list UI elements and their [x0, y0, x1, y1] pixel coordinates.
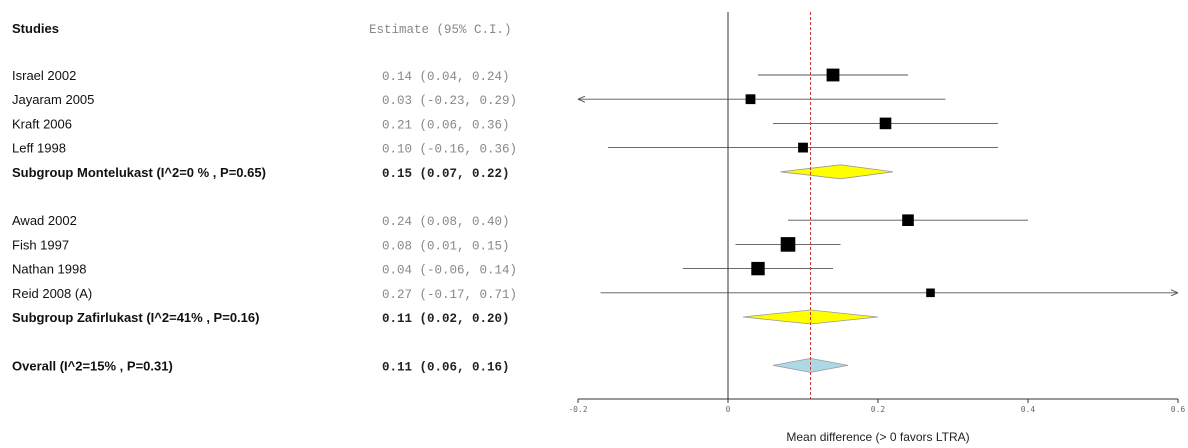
subgroup-row: Subgroup Zafirlukast (I^2=41% , P=0.16) 0…	[12, 309, 879, 326]
row-estimate: 0.24 (0.08, 0.40)	[382, 215, 510, 229]
row-label: Kraft 2006	[12, 116, 72, 131]
ci-arrow-right	[1170, 289, 1179, 297]
row-estimate: 0.11 (0.06, 0.16)	[382, 360, 510, 374]
study-row: Awad 2002 0.24 (0.08, 0.40)	[12, 213, 1028, 229]
row-label: Overall (I^2=15% , P=0.31)	[12, 358, 173, 373]
x-tick-label: -0.2	[568, 405, 587, 414]
effect-square	[751, 261, 765, 276]
row-label: Leff 1998	[12, 141, 66, 156]
row-estimate: 0.08 (0.01, 0.15)	[382, 239, 510, 253]
row-label: Fish 1997	[12, 237, 69, 252]
effect-square	[745, 94, 756, 105]
study-row: Fish 1997 0.08 (0.01, 0.15)	[12, 237, 841, 253]
study-row: Reid 2008 (A) 0.27 (-0.17, 0.71)	[12, 286, 1179, 302]
row-label: Israel 2002	[12, 68, 76, 83]
row-label: Jayaram 2005	[12, 92, 94, 107]
row-estimate: 0.03 (-0.23, 0.29)	[382, 94, 517, 108]
study-row: Leff 1998 0.10 (-0.16, 0.36)	[12, 141, 998, 157]
row-label: Awad 2002	[12, 213, 77, 228]
row-estimate: 0.04 (-0.06, 0.14)	[382, 264, 517, 278]
x-tick-label: 0	[726, 405, 731, 414]
subgroup-row: Subgroup Montelukast (I^2=0 % , P=0.65) 0…	[12, 164, 894, 181]
overall-row: Overall (I^2=15% , P=0.31) 0.11 (0.06, 0.…	[12, 357, 849, 374]
effect-square	[926, 288, 935, 298]
studies-header: Studies	[12, 21, 59, 36]
x-tick-label: 0.6	[1171, 405, 1186, 414]
effect-square	[798, 142, 808, 153]
row-estimate: 0.15 (0.07, 0.22)	[382, 167, 510, 181]
row-label: Subgroup Montelukast (I^2=0 % , P=0.65)	[12, 165, 266, 180]
row-label: Reid 2008 (A)	[12, 286, 92, 301]
x-axis: -0.2 0 0.2 0.4 0.6	[568, 12, 1185, 414]
study-row: Nathan 1998 0.04 (-0.06, 0.14)	[12, 262, 833, 278]
effect-square	[780, 237, 796, 252]
x-tick-label: 0.2	[871, 405, 886, 414]
estimate-header: Estimate (95% C.I.)	[369, 23, 512, 37]
effect-square	[826, 68, 840, 82]
row-estimate: 0.21 (0.06, 0.36)	[382, 118, 510, 132]
row-label: Subgroup Zafirlukast (I^2=41% , P=0.16)	[12, 310, 259, 325]
rows: Israel 2002 0.14 (0.04, 0.24) Jayaram 2005…	[12, 68, 1179, 374]
study-row: Kraft 2006 0.21 (0.06, 0.36)	[12, 116, 998, 132]
row-estimate: 0.11 (0.02, 0.20)	[382, 312, 510, 326]
summary-diamond	[772, 357, 849, 373]
row-label: Nathan 1998	[12, 262, 86, 277]
ci-arrow-left	[577, 95, 586, 103]
study-row: Israel 2002 0.14 (0.04, 0.24)	[12, 68, 908, 84]
row-estimate: 0.10 (-0.16, 0.36)	[382, 143, 517, 157]
study-row: Jayaram 2005 0.03 (-0.23, 0.29)	[12, 92, 946, 108]
x-tick-label: 0.4	[1021, 405, 1036, 414]
x-axis-title: Mean difference (> 0 favors LTRA)	[786, 430, 969, 444]
row-estimate: 0.14 (0.04, 0.24)	[382, 70, 510, 84]
summary-diamond	[780, 164, 894, 180]
effect-square	[879, 117, 892, 130]
effect-square	[902, 214, 914, 226]
row-estimate: 0.27 (-0.17, 0.71)	[382, 288, 517, 302]
